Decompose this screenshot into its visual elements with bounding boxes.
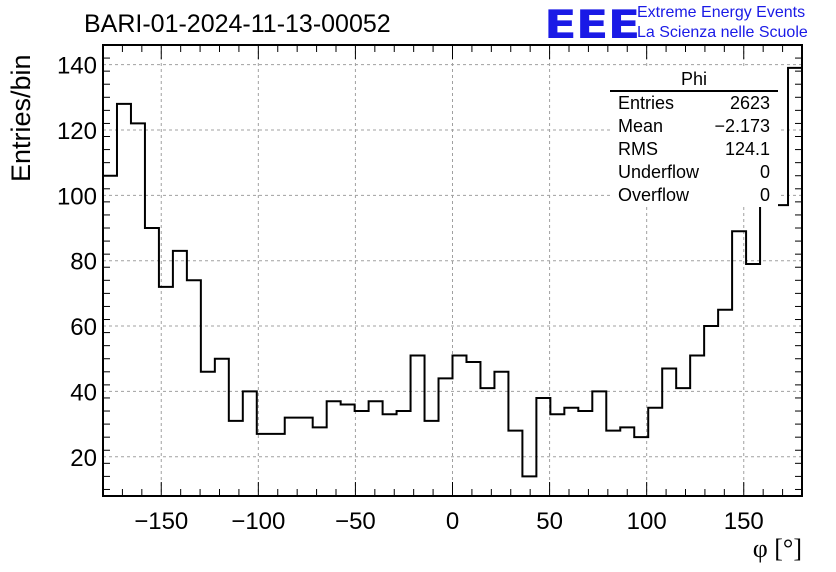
y-tick-label: 60 (70, 314, 97, 341)
stats-value: −2.173 (714, 116, 770, 136)
y-tick-label: 40 (70, 379, 97, 406)
stats-row-entries: Entries 2623 (610, 92, 778, 115)
logo-caption-line1: Extreme Energy Events (637, 4, 806, 21)
y-axis-label: Entries/bin (6, 54, 36, 182)
x-tick-label: 0 (446, 508, 459, 535)
x-tick-label: −100 (231, 508, 285, 535)
stats-box: Phi Entries 2623 Mean −2.173 RMS 124.1 U… (610, 68, 778, 207)
stats-value: 0 (759, 185, 770, 205)
stats-value: 2623 (729, 93, 770, 113)
grid-lines (103, 45, 802, 496)
x-tick-label: 150 (724, 508, 764, 535)
y-tick-label: 20 (70, 445, 97, 472)
stats-row-overflow: Overflow 0 (610, 184, 778, 207)
x-tick-label: 50 (536, 508, 563, 535)
stats-key: Overflow (618, 185, 690, 205)
stats-row-rms: RMS 124.1 (610, 138, 778, 161)
stats-key: Entries (618, 93, 675, 113)
stats-row-underflow: Underflow 0 (610, 161, 778, 184)
stats-value: 0 (759, 162, 770, 182)
stats-row-mean: Mean −2.173 (610, 115, 778, 138)
run-title: BARI-01-2024-11-13-00052 (84, 10, 391, 38)
logo-caption-line2: La Scienza nelle Scuole (637, 24, 808, 41)
histogram-step-line (103, 66, 802, 478)
stats-key: RMS (618, 139, 658, 159)
y-tick-label: 80 (70, 249, 97, 276)
x-tick-label: −150 (134, 508, 188, 535)
stats-key: Mean (618, 116, 664, 136)
y-tick-label: 120 (57, 118, 97, 145)
eee-logo: EEE (544, 2, 640, 48)
axis-ticks (102, 44, 803, 496)
y-tick-label: 140 (57, 53, 97, 80)
tick-labels: −150 −100 −50 0 50 100 150 20 40 60 80 100 120 140 (57, 53, 764, 535)
stats-title: Phi (610, 68, 778, 92)
stats-value: 124.1 (724, 139, 770, 159)
x-tick-label: −50 (335, 508, 376, 535)
y-tick-label: 100 (57, 183, 97, 210)
x-axis-label: φ [°] (752, 534, 802, 563)
stats-key: Underflow (618, 162, 700, 182)
x-tick-label: 100 (627, 508, 667, 535)
